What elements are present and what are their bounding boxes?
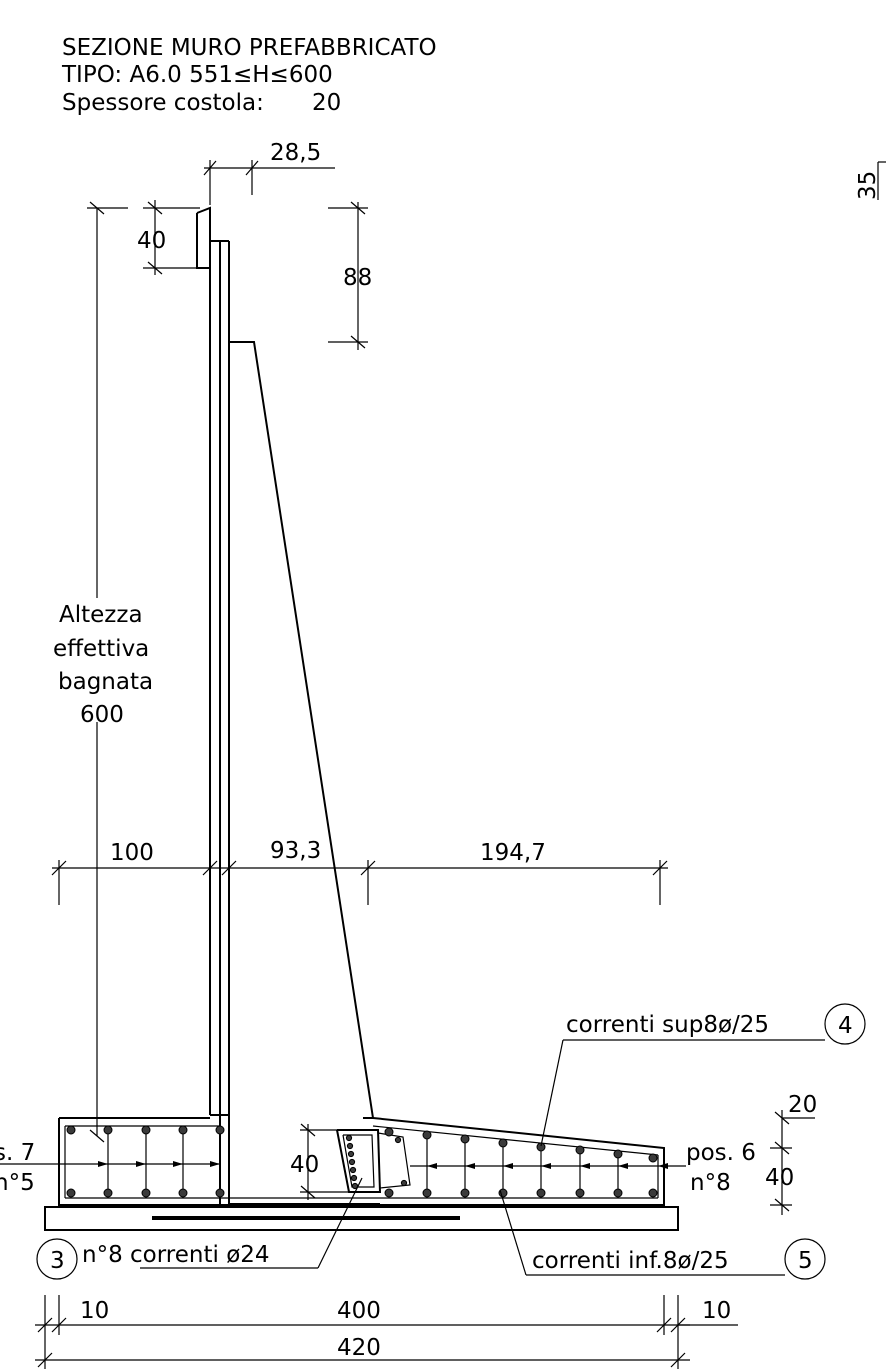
rebar-dot (66, 1125, 76, 1135)
circle-3-label: 3 (50, 1248, 65, 1274)
rebar-dot (178, 1125, 188, 1135)
height-value: 600 (80, 702, 124, 728)
dim-key-depth-label: 40 (290, 1152, 319, 1178)
title-line-1: SEZIONE MURO PREFABBRICATO (62, 35, 437, 61)
rebar-dot (536, 1142, 546, 1152)
rebar-dot (346, 1142, 354, 1150)
dim-base-segments: 100 93,3 194,7 (51, 838, 668, 905)
rebar-dot (613, 1188, 623, 1198)
rebar-dot (648, 1153, 658, 1163)
rebar-dot (350, 1174, 358, 1182)
height-label-3: bagnata (58, 669, 153, 695)
rebar-dot (400, 1179, 408, 1187)
dim-top-width: 28,5 (203, 140, 335, 205)
dim-base-left-label: 100 (110, 840, 154, 866)
title-line-3-label: Spessore costola: (62, 90, 264, 116)
pos-reinforcement-lines (0, 1161, 686, 1169)
dim-cap-height: 40 (137, 200, 200, 275)
rebar-dot (394, 1136, 402, 1144)
callout-correnti-sup: correnti sup8ø/25 4 (540, 1003, 866, 1147)
rebar-dot (215, 1125, 225, 1135)
pos-right-line-a: pos. 6 (686, 1140, 756, 1166)
rebar-dot (215, 1188, 225, 1198)
rebar-dot (460, 1134, 470, 1144)
rebar-dot (178, 1188, 188, 1198)
dim-stem-top: 88 (328, 201, 372, 350)
dim-wall-height: Altezza effettiva bagnata 600 (53, 201, 153, 1143)
height-label-2: effettiva (53, 636, 149, 662)
title-line-3-value: 20 (312, 90, 341, 116)
rebar-dot (648, 1188, 658, 1198)
dim-edge-right-label: 10 (702, 1298, 731, 1324)
title-line-2: TIPO: A6.0 551≤H≤600 (61, 62, 333, 88)
wall-stem (196, 206, 230, 1205)
dim-cap-height-label: 40 (137, 228, 166, 254)
base-slab (44, 1117, 679, 1231)
rebar-dot (347, 1150, 355, 1158)
dim-top-width-label: 28,5 (270, 140, 321, 166)
rebar-dot (536, 1188, 546, 1198)
rebar-dot (103, 1188, 113, 1198)
rebar-dot (66, 1188, 76, 1198)
rebar-dot (384, 1188, 394, 1198)
central-key (336, 1129, 411, 1193)
height-label-1: Altezza (59, 602, 143, 628)
circle-5-label: 5 (798, 1248, 813, 1274)
rebar-dot (575, 1145, 585, 1155)
rebar-dot (613, 1149, 623, 1159)
dim-slab-thickness: 20 40 (765, 1092, 817, 1215)
rebar-dot (141, 1188, 151, 1198)
circle-4-label: 4 (838, 1013, 853, 1039)
pos-left-line-b: n°5 (0, 1170, 35, 1196)
n8-correnti-label: n°8 correnti ø24 (82, 1242, 270, 1268)
dim-edge-left-label: 10 (80, 1298, 109, 1324)
rebar-dot (498, 1138, 508, 1148)
counterfort-rib (229, 341, 374, 1119)
dim-inner-span-label: 400 (337, 1298, 381, 1324)
dim-key-depth: 40 (290, 1123, 350, 1200)
rebar-dot (422, 1130, 432, 1140)
rebar-dot (345, 1134, 353, 1142)
dim-base-right-label: 194,7 (480, 840, 546, 866)
rebar-dot (422, 1188, 432, 1198)
dim-base-mid-label: 93,3 (270, 838, 321, 864)
rebar-dot (384, 1127, 394, 1137)
pos-right-line-b: n°8 (690, 1170, 731, 1196)
rebar-dot (460, 1188, 470, 1198)
rebar-dots (66, 1125, 658, 1198)
dim-slab-top-label: 20 (788, 1092, 817, 1118)
dim-slab-bottom-label: 40 (765, 1165, 794, 1191)
correnti-inf-label: correnti inf.8ø/25 (532, 1248, 729, 1274)
correnti-sup-label: correnti sup8ø/25 (566, 1012, 769, 1038)
rebar-dot (348, 1158, 356, 1166)
rebar-dot (141, 1125, 151, 1135)
dim-total-length-label: 420 (337, 1335, 381, 1361)
side-fragment-dimension: 35 (855, 171, 881, 200)
callout-n8-correnti: 3 n°8 correnti ø24 (36, 1177, 363, 1280)
pos-left-line-a: s. 7 (0, 1140, 35, 1166)
dim-stem-top-label: 88 (343, 265, 372, 291)
rebar-dot (575, 1188, 585, 1198)
rebar-dot (103, 1125, 113, 1135)
callout-correnti-inf: correnti inf.8ø/25 5 (499, 1189, 826, 1280)
rebar-dot (349, 1166, 357, 1174)
dim-bottom: 10 400 10 420 (35, 1295, 738, 1369)
